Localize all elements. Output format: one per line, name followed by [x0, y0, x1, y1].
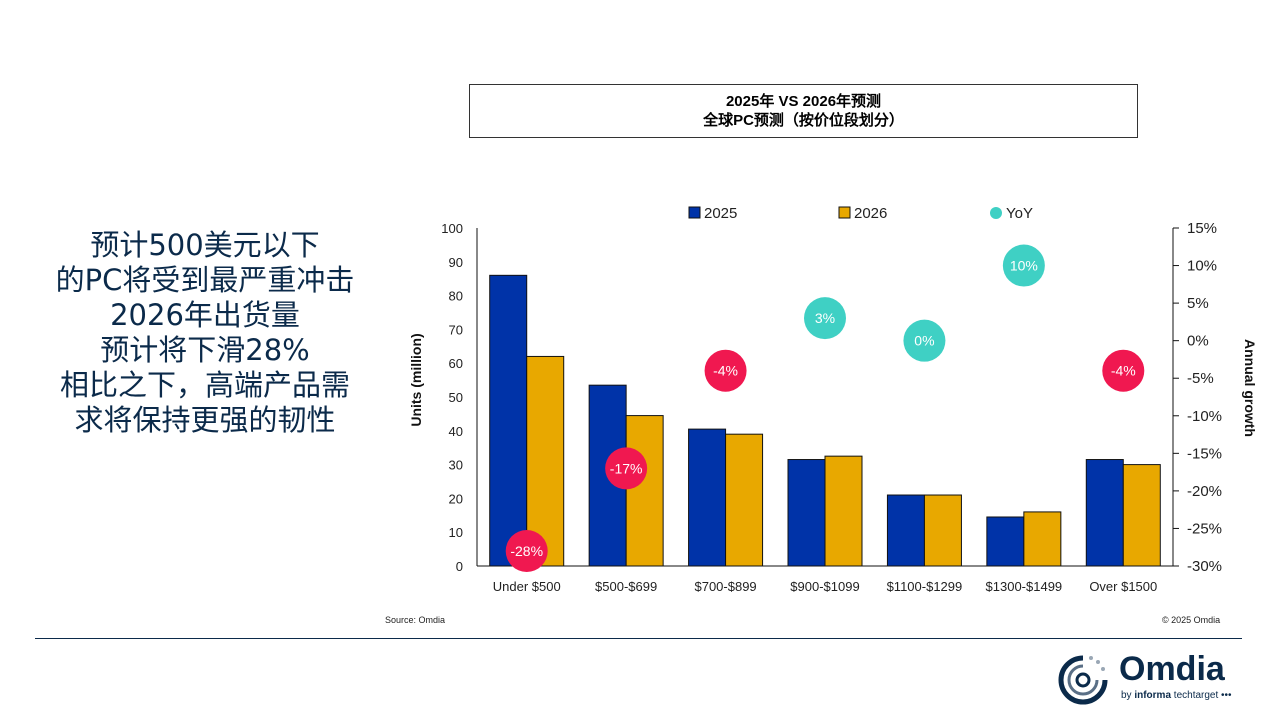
y-tick-label: 20: [449, 491, 463, 506]
yoy-label: 3%: [815, 310, 835, 326]
yoy-label: -28%: [510, 543, 543, 559]
x-tick-label: Under $500: [493, 579, 561, 594]
yoy-bubble: [804, 297, 846, 340]
headline-line: 2026年出货量: [110, 298, 300, 332]
footer-divider: [35, 638, 1242, 639]
bar-2025: [1085, 459, 1124, 567]
chart-title: 2025年 VS 2026年预测: [725, 93, 882, 110]
omdia-logo: Omdia by informa techtarget •••: [1055, 650, 1245, 706]
chart-subtitle: 全球PC预测（按价位段划分）: [703, 112, 904, 129]
x-tick-label: $1300-$1499: [986, 579, 1063, 594]
bar-2026: [725, 433, 764, 567]
copyright-note: © 2025 Omdia: [1162, 615, 1221, 625]
y2-tick-label: -20%: [1187, 483, 1222, 500]
headline-line: 预计500美元以下: [90, 228, 320, 262]
omdia-logo-icon: [1058, 655, 1108, 705]
x-tick-label: $700-$899: [694, 579, 756, 594]
bar-2025: [986, 516, 1025, 567]
yoy-label: -4%: [1111, 363, 1136, 379]
yoy-label: 10%: [1010, 258, 1038, 274]
y-tick-label: 0: [456, 559, 463, 574]
bar-2026: [923, 494, 962, 567]
bar-2026: [1023, 511, 1062, 567]
y2-tick-label: 15%: [1187, 220, 1217, 237]
y-tick-label: 90: [449, 255, 463, 270]
legend-swatch-2025: [688, 206, 701, 219]
bar-2025: [489, 274, 528, 567]
legend-label-2026: 2026: [854, 205, 887, 222]
headline-line: 的PC将受到最严重冲击: [55, 263, 355, 297]
y-tick-label: 100: [441, 221, 463, 236]
headline-line: 相比之下，高端产品需: [59, 368, 350, 402]
yoy-bubble: [704, 349, 747, 392]
yoy-label: -17%: [610, 460, 643, 476]
bar-2026: [625, 415, 664, 567]
y-tick-label: 30: [449, 458, 463, 473]
x-tick-label: $900-$1099: [790, 579, 859, 594]
y-tick-label: 60: [449, 356, 463, 371]
y2-tick-label: 0%: [1187, 333, 1209, 350]
headline-text: 预计500美元以下 的PC将受到最严重冲击 2026年出货量 预计将下滑28% …: [30, 228, 380, 438]
y-tick-label: 40: [449, 424, 463, 439]
bar-2026: [1122, 464, 1161, 567]
y-tick-label: 70: [449, 322, 463, 337]
headline-line: 求将保持更强的韧性: [74, 403, 336, 437]
headline-line: 预计将下滑28%: [100, 333, 310, 367]
yoy-bubble: [505, 529, 548, 572]
bar-2025: [886, 494, 925, 567]
y2-axis-label: Annual growth: [1242, 339, 1258, 437]
y2-tick-label: 5%: [1187, 295, 1209, 312]
y2-tick-label: -5%: [1187, 370, 1214, 387]
legend-swatch-2026: [838, 206, 851, 219]
y-axis-label: Units (million): [408, 333, 424, 426]
y-tick-label: 50: [449, 390, 463, 405]
bar-2026: [824, 455, 863, 567]
x-tick-label: $1100-$1299: [887, 579, 963, 594]
x-tick-label: Over $1500: [1089, 579, 1157, 594]
y2-tick-label: -15%: [1187, 445, 1222, 462]
legend-label-yoy: YoY: [1006, 205, 1033, 222]
y2-tick-label: -25%: [1187, 520, 1222, 537]
yoy-label: -4%: [713, 363, 738, 379]
y2-tick-label: 10%: [1187, 258, 1217, 275]
yoy-bubble: [1002, 244, 1045, 287]
logo-tagline: by informa techtarget •••: [1121, 690, 1232, 701]
bar-2025: [787, 459, 826, 567]
yoy-bubble: [1102, 349, 1145, 392]
yoy-bubble: [903, 319, 946, 362]
chart-title-box: 2025年 VS 2026年预测 全球PC预测（按价位段划分）: [469, 84, 1138, 138]
logo-wordmark: Omdia: [1119, 650, 1225, 688]
yoy-label: 0%: [914, 333, 934, 349]
source-note: Source: Omdia: [385, 615, 446, 625]
y-tick-label: 80: [449, 289, 463, 304]
legend-label-2025: 2025: [704, 205, 737, 222]
y2-tick-label: -30%: [1187, 558, 1222, 575]
legend-swatch-yoy: [990, 207, 1002, 219]
y2-tick-label: -10%: [1187, 408, 1222, 425]
yoy-bubble: [605, 447, 648, 490]
x-tick-label: $500-$699: [595, 579, 657, 594]
y-tick-label: 10: [449, 525, 463, 540]
bar-2025: [688, 428, 727, 567]
